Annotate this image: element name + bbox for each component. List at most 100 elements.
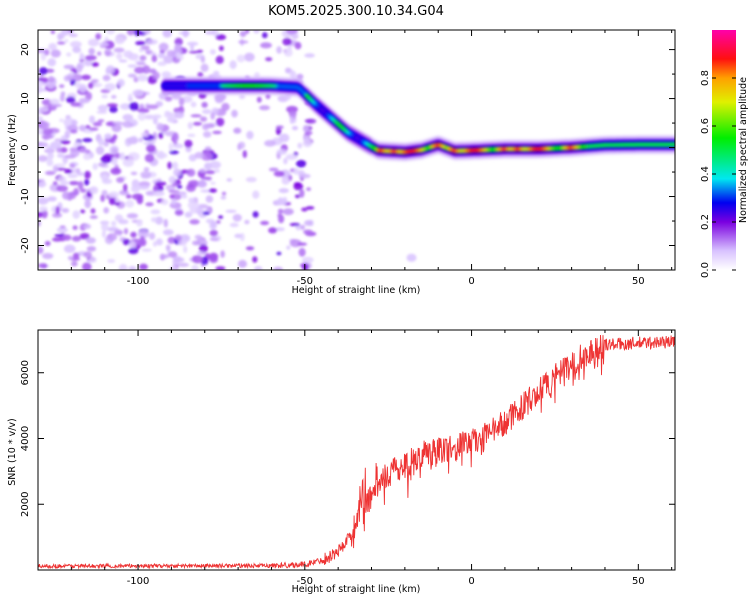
spectrogram-noise-blob: [127, 73, 137, 78]
spectrogram-noise-blob: [128, 102, 139, 111]
spectrogram-noise-blob: [302, 139, 313, 148]
spectrogram-xlabel: Height of straight line (km): [292, 285, 421, 296]
spectrogram-noise-blob: [253, 30, 260, 34]
spectrogram-noise-blob: [187, 201, 200, 209]
spectrogram-noise-blob: [190, 114, 202, 118]
snr-series-line: [38, 334, 675, 570]
spectrogram-noise-blob: [78, 84, 88, 93]
spectrogram-noise-blob: [150, 209, 161, 215]
spectrogram-noise-blob: [244, 219, 250, 225]
spectrogram-noise-blob: [129, 119, 138, 124]
spectrogram-noise-blob: [285, 67, 292, 73]
spectrogram-noise-blob: [38, 106, 49, 113]
spectrogram-noise-blob: [101, 230, 106, 238]
spectrogram-noise-blob: [146, 39, 158, 45]
spectrogram-noise-blob: [106, 30, 115, 35]
spectrogram-noise-blob: [46, 80, 56, 89]
spectrogram-noise-blob: [59, 118, 64, 123]
spectrogram-noise-blob: [88, 256, 97, 263]
spectrogram-noise-blob: [144, 114, 154, 120]
spectrogram-noise-blob: [69, 163, 76, 168]
spectrogram-noise-blob: [106, 103, 119, 108]
spectrogram-noise-blob: [192, 255, 203, 264]
spectrogram-noise-blob: [84, 199, 91, 209]
spectrogram-noise-blob: [59, 180, 70, 186]
spectrogram-noise-blob: [100, 155, 113, 164]
spectrogram-noise-blob: [157, 61, 167, 66]
spectrogram-noise-blob: [130, 231, 137, 238]
spectrogram-noise-blob: [191, 264, 199, 270]
spectrogram-noise-blob: [71, 235, 82, 242]
spectrogram-noise-blob: [117, 78, 125, 87]
spectrogram-noise-blob: [213, 70, 220, 77]
spectrogram-noise-blob: [172, 161, 179, 169]
spectrogram-noise-blob: [150, 52, 157, 56]
spectrogram-noise-blob: [97, 138, 105, 146]
spectrogram-noise-blob: [126, 30, 135, 36]
spectrogram-noise-blob: [294, 41, 302, 50]
spectrogram-noise-blob: [143, 167, 150, 172]
spectrogram-noise-blob: [277, 208, 284, 214]
spectrogram-noise-blob: [54, 233, 65, 237]
spectrogram-noise-blob: [59, 94, 65, 102]
spectrogram-noise-blob: [107, 259, 116, 263]
spectrogram-noise-blob: [130, 171, 138, 176]
spectrogram-noise-blob: [194, 234, 203, 240]
snr-xtick-label: -50: [297, 576, 313, 587]
spectrogram-noise-blob: [283, 157, 288, 165]
spectrogram-noise-blob: [144, 153, 155, 163]
spectrogram-noise-blob: [188, 50, 200, 54]
spectrogram-noise-blob: [89, 215, 98, 219]
spectrogram-noise-blob: [305, 206, 315, 210]
spectrogram-noise-blob: [172, 132, 179, 142]
spectrogram-noise-blob: [64, 168, 73, 174]
spectrogram-noise-blob: [148, 140, 156, 145]
spectrogram-noise-blob: [71, 261, 78, 267]
spectrogram-noise-blob: [119, 103, 131, 110]
spectrogram-noise-blob: [161, 71, 172, 78]
spectrogram-noise-blob: [256, 96, 262, 103]
spectrogram-noise-blob: [259, 105, 270, 111]
spectrogram-noise-blob: [163, 55, 174, 64]
spectrogram-noise-blob: [132, 89, 145, 97]
spectrogram-noise-blob: [300, 224, 306, 230]
spectrogram-noise-blob: [91, 82, 103, 88]
spectrogram-noise-blob: [216, 220, 221, 224]
spectrogram-noise-blob: [185, 183, 196, 192]
spectrogram-noise-blob: [114, 229, 123, 235]
spectrogram-noise-blob: [70, 102, 81, 107]
spectrogram-noise-blob: [64, 154, 77, 159]
spectrogram-ridge: [162, 76, 675, 161]
colorbar-tick-label: 0.8: [700, 70, 711, 86]
spectrogram-noise-blob: [209, 229, 218, 237]
spectrogram-noise-blob: [142, 65, 151, 74]
spectrogram-noise-blob: [171, 198, 177, 205]
spectrogram-noise-blob: [70, 41, 82, 48]
spectrogram-noise-blob: [301, 207, 308, 212]
spectrogram-noise-blob: [152, 114, 162, 119]
spectrogram-ytick-label: -10: [20, 188, 31, 204]
spectrogram-noise-blob: [166, 117, 176, 123]
spectrogram-noise-blob: [48, 43, 57, 51]
snr-ylabel: SNR (10 * v/v): [7, 418, 18, 486]
spectrogram-noise-blob: [201, 101, 208, 108]
spectrogram-noise-blob: [111, 95, 117, 99]
spectrogram-noise-blob: [114, 202, 121, 206]
spectrogram-noise-blob: [208, 188, 217, 193]
spectrogram-noise-blob: [244, 52, 255, 62]
spectrogram-noise-blob: [204, 30, 216, 35]
spectrogram-noise-blob: [190, 44, 194, 51]
spectrogram-noise-blob: [296, 73, 304, 80]
spectrogram-noise-blob: [155, 216, 164, 225]
spectrogram-noise-blob: [204, 146, 212, 151]
spectrogram-noise-blob: [59, 140, 71, 145]
spectrogram-noise-blob: [50, 30, 55, 34]
spectrogram-noise-blob: [116, 177, 125, 183]
spectrogram-noise-blob: [245, 30, 250, 34]
spectrogram-noise-blob: [215, 117, 225, 127]
spectrogram-noise-blob: [205, 195, 214, 203]
spectrogram-noise-blob: [225, 209, 237, 213]
spectrogram-noise-blob: [126, 136, 139, 145]
spectrogram-noise-blob: [276, 149, 287, 155]
